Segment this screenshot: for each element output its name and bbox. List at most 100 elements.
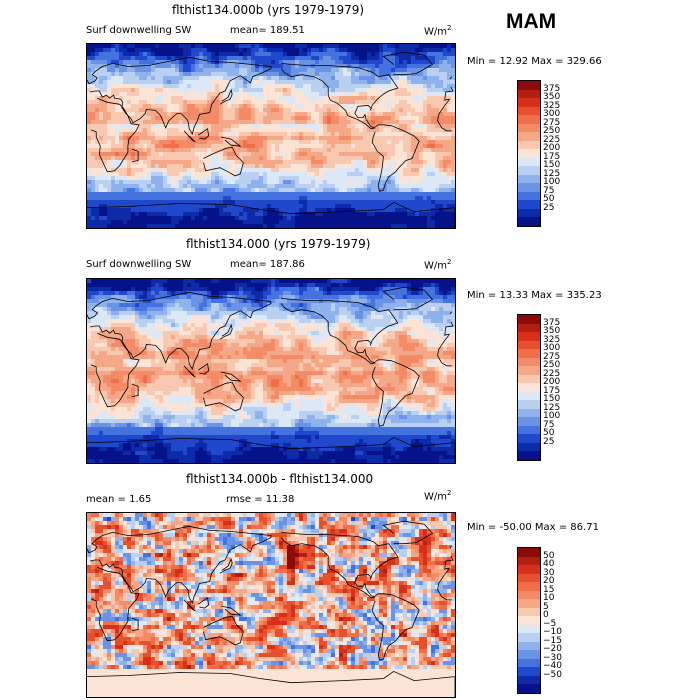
coastline — [444, 555, 454, 569]
coastline — [131, 148, 139, 162]
colorbar-tick-label: −10 — [543, 627, 562, 638]
colorbar-cell — [518, 624, 540, 634]
colorbar-cell — [518, 374, 540, 384]
coastline — [198, 128, 210, 140]
colorbar-cell — [518, 332, 540, 342]
colorbar-cell — [518, 400, 540, 410]
colorbar-cell — [518, 123, 540, 133]
colorbar-tick-label: 350 — [543, 326, 561, 337]
colorbar-cell — [518, 132, 540, 142]
coastline — [371, 593, 420, 661]
coastline — [203, 615, 244, 646]
colorbar-cell — [518, 149, 540, 159]
coastline — [449, 311, 453, 315]
coastline — [87, 79, 90, 85]
colorbar-tick-label: 150 — [543, 394, 561, 405]
colorbar-tick-label: −50 — [543, 669, 562, 680]
coastline — [443, 333, 450, 336]
colorbar-tick-label: 325 — [543, 100, 561, 111]
colorbar-tick-label: 20 — [543, 576, 555, 587]
coastline — [444, 321, 454, 335]
coastline — [444, 86, 454, 100]
coastline — [183, 365, 196, 378]
colorbar-cell — [518, 684, 540, 694]
coastline — [198, 363, 210, 375]
panel-3-colorbar — [517, 547, 541, 694]
coastline — [449, 545, 453, 549]
colorbar-cell — [518, 434, 540, 444]
colorbar-tick-label: 375 — [543, 83, 561, 94]
coastline — [219, 88, 233, 105]
panel-3-title: flthist134.000b - flthist134.000 — [186, 472, 374, 486]
colorbar-tick-label: 125 — [543, 402, 561, 413]
season-label: MAM — [506, 10, 557, 33]
colorbar-cell — [518, 366, 540, 376]
coastline — [443, 567, 450, 570]
coastline — [90, 332, 140, 408]
colorbar-cell — [518, 208, 540, 218]
colorbar-cell — [518, 98, 540, 108]
colorbar-cell — [518, 633, 540, 643]
colorbar-tick-label: 25 — [543, 202, 555, 213]
colorbar-tick-label: 225 — [543, 368, 561, 379]
colorbar-tick-label: −15 — [543, 635, 562, 646]
colorbar-cell — [518, 383, 540, 393]
colorbar-cell — [518, 667, 540, 677]
colorbar-cell — [518, 573, 540, 583]
colorbar-tick-label: 375 — [543, 317, 561, 328]
colorbar-tick-label: 125 — [543, 168, 561, 179]
panel-2-mean: mean= 187.86 — [230, 259, 305, 270]
colorbar-tick-label: −5 — [543, 618, 557, 629]
colorbar-tick-label: 30 — [543, 567, 555, 578]
colorbar-tick-label: 200 — [543, 377, 561, 388]
colorbar-tick-label: −40 — [543, 661, 562, 672]
colorbar-cell — [518, 641, 540, 651]
colorbar-tick-label: 100 — [543, 177, 561, 188]
colorbar-cell — [518, 89, 540, 99]
coastline — [131, 617, 139, 631]
colorbar-cell — [518, 81, 540, 91]
colorbar-cell — [518, 315, 540, 325]
panel-3-mean: mean = 1.65 — [86, 494, 152, 505]
coastline — [219, 323, 233, 340]
colorbar-tick-label: 100 — [543, 411, 561, 422]
coastline — [88, 525, 272, 605]
colorbar-cell — [518, 607, 540, 617]
panel-1-variable: Surf downwelling SW — [86, 25, 192, 36]
panel-1-colorbar — [517, 80, 541, 227]
coastline — [87, 548, 90, 554]
coastline — [90, 97, 140, 173]
colorbar-cell — [518, 599, 540, 609]
colorbar-cell — [518, 675, 540, 685]
coastline — [371, 124, 420, 192]
colorbar-cell — [518, 425, 540, 435]
coastline — [371, 359, 420, 427]
colorbar-tick-label: 50 — [543, 194, 555, 205]
coastline — [437, 334, 452, 367]
colorbar-tick-label: 300 — [543, 109, 561, 120]
colorbar-cell — [518, 556, 540, 566]
colorbar-cell — [518, 417, 540, 427]
panel-2-variable: Surf downwelling SW — [86, 259, 192, 270]
colorbar-tick-label: 175 — [543, 151, 561, 162]
panel-3-units: W/m2 — [424, 489, 452, 503]
colorbar-tick-label: 15 — [543, 584, 555, 595]
colorbar-tick-label: 325 — [543, 334, 561, 345]
coastline — [449, 76, 453, 80]
colorbar-cell — [518, 349, 540, 359]
colorbar-cell — [518, 191, 540, 201]
panel-2-title: flthist134.000 (yrs 1979-1979) — [186, 237, 371, 251]
coastline — [88, 56, 272, 136]
colorbar-cell — [518, 408, 540, 418]
colorbar-tick-label: 200 — [543, 143, 561, 154]
panel-1-map — [86, 43, 456, 229]
colorbar-cell — [518, 174, 540, 184]
colorbar-tick-label: 75 — [543, 419, 555, 430]
colorbar-tick-label: 50 — [543, 428, 555, 439]
colorbar-cell — [518, 548, 540, 558]
colorbar-cell — [518, 200, 540, 210]
panel-2-map — [86, 278, 456, 464]
colorbar-cell — [518, 217, 540, 227]
coastline — [382, 51, 434, 76]
panel-2-colorbar — [517, 314, 541, 461]
